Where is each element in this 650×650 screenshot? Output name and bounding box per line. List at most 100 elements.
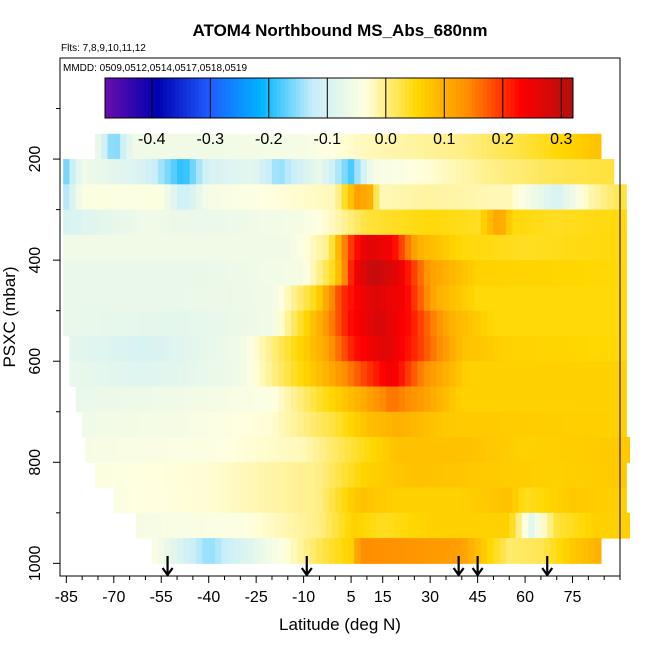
heatmap-cell	[328, 310, 336, 337]
heatmap-cell	[202, 462, 210, 489]
heatmap-cell	[439, 437, 447, 463]
heatmap-cell	[360, 462, 368, 489]
heatmap-cell	[145, 361, 153, 387]
heatmap-cell	[265, 538, 273, 564]
heatmap-cell	[297, 538, 305, 564]
heatmap-cell	[423, 538, 431, 564]
heatmap-cell	[271, 487, 279, 514]
heatmap-cell	[354, 209, 362, 236]
flight-arrow	[300, 556, 313, 577]
colorbar-swatch	[537, 78, 543, 118]
heatmap-cell	[208, 133, 216, 160]
heatmap-cell	[151, 260, 159, 286]
heatmap-cell	[404, 487, 412, 514]
heatmap-cell	[385, 335, 393, 362]
colorbar-swatch	[132, 78, 137, 118]
heatmap-cell	[341, 538, 349, 564]
heatmap-cell	[170, 487, 178, 514]
heatmap-cell	[199, 512, 207, 539]
heatmap-cell	[173, 437, 181, 463]
heatmap-cell	[335, 260, 343, 286]
heatmap-cell	[186, 437, 194, 463]
y-tick-label: 800	[27, 449, 44, 476]
heatmap-cell	[177, 133, 184, 160]
heatmap-cell	[468, 159, 475, 185]
heatmap-cell	[88, 234, 96, 261]
heatmap-cell	[442, 462, 450, 489]
heatmap-cell	[556, 184, 564, 211]
heatmap-cell	[325, 437, 333, 463]
heatmap-cell	[120, 310, 127, 337]
heatmap-cell	[518, 538, 526, 564]
heatmap-cell	[537, 184, 545, 211]
heatmap-cell	[537, 285, 545, 312]
heatmap-cell	[227, 538, 235, 564]
heatmap-cell	[604, 437, 612, 463]
heatmap-cell	[259, 159, 267, 185]
heatmap-cell	[575, 209, 583, 236]
heatmap-cell	[189, 209, 197, 236]
heatmap-cell	[556, 361, 564, 387]
heatmap-cell	[445, 437, 453, 463]
heatmap-cell	[461, 538, 469, 564]
heatmap-cell	[170, 411, 178, 438]
heatmap-cell	[101, 386, 108, 413]
heatmap-cell	[164, 234, 172, 261]
heatmap-cell	[227, 386, 235, 413]
heatmap-cell	[404, 335, 412, 362]
heatmap-cell	[553, 437, 561, 463]
heatmap-cell	[278, 411, 286, 438]
heatmap-cell	[575, 310, 583, 337]
heatmap-cell	[550, 310, 558, 337]
heatmap-cell	[588, 538, 596, 564]
heatmap-cell	[480, 133, 488, 160]
colorbar-swatch	[487, 78, 492, 118]
colorbar-swatch	[233, 78, 239, 118]
heatmap-cell	[101, 335, 108, 362]
heatmap-cell	[385, 310, 393, 337]
heatmap-cell	[493, 538, 501, 564]
heatmap-cell	[477, 512, 485, 539]
heatmap-cell	[290, 184, 298, 211]
heatmap-cell	[525, 159, 532, 185]
heatmap-cell	[281, 512, 289, 539]
heatmap-cell	[607, 159, 615, 185]
heatmap-cell	[411, 159, 419, 185]
colorbar-swatch	[374, 78, 379, 118]
heatmap-cell	[278, 209, 286, 236]
heatmap-cell	[506, 538, 513, 564]
heatmap-cell	[158, 285, 165, 312]
heatmap-cell	[240, 487, 248, 514]
heatmap-cell	[487, 260, 494, 286]
heatmap-cell	[582, 184, 589, 211]
heatmap-cell	[392, 260, 400, 286]
heatmap-cell	[518, 386, 526, 413]
heatmap-cell	[221, 184, 229, 211]
heatmap-cell	[360, 335, 368, 362]
heatmap-cell	[544, 133, 551, 160]
heatmap-cell	[366, 184, 374, 211]
heatmap-cell	[259, 260, 267, 286]
heatmap-cell	[404, 386, 412, 413]
colorbar-swatch	[358, 78, 363, 118]
heatmap-cell	[379, 538, 387, 564]
heatmap-cell	[512, 386, 520, 413]
heatmap-cell	[328, 487, 336, 514]
heatmap-cell	[572, 437, 580, 463]
heatmap-cell	[518, 335, 526, 362]
heatmap-cell	[376, 437, 384, 463]
heatmap-cell	[547, 512, 555, 539]
heatmap-cell	[512, 411, 520, 438]
heatmap-cell	[252, 260, 260, 286]
heatmap-cell	[588, 234, 596, 261]
heatmap-cell	[110, 437, 118, 463]
heatmap-cell	[455, 310, 463, 337]
heatmap-cell	[196, 285, 203, 312]
heatmap-cell	[215, 538, 222, 564]
heatmap-cell	[281, 437, 289, 463]
heatmap-cell	[354, 184, 362, 211]
heatmap-cell	[192, 437, 200, 463]
heatmap-cell	[151, 487, 159, 514]
heatmap-cell	[550, 133, 558, 160]
heatmap-cell	[373, 538, 381, 564]
